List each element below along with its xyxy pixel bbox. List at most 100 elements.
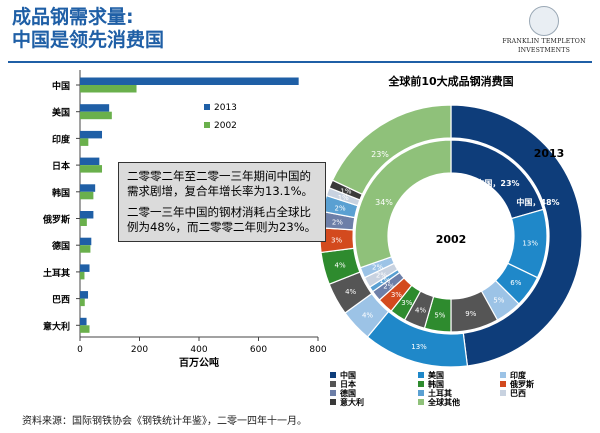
bar-2013 xyxy=(80,317,87,326)
legend-label: 土耳其 xyxy=(428,388,452,398)
ring-2013-slice xyxy=(331,104,452,196)
category-label: 中国 xyxy=(52,80,70,92)
bar-2002 xyxy=(80,111,112,120)
ring-2002-slice-label: 4% xyxy=(415,306,426,314)
bar-2002 xyxy=(80,218,87,226)
x-tick-label: 0 xyxy=(77,345,83,355)
bar-2002 xyxy=(80,325,90,333)
legend-label: 意大利 xyxy=(340,397,364,407)
legend-label: 全球其他 xyxy=(427,397,460,407)
ring-2013-slice-label: 1% xyxy=(338,194,349,202)
title-line-2: 中国是领先消费国 xyxy=(12,29,165,51)
ring-2013-china-label: 中国，48% xyxy=(516,197,559,207)
legend-swatch xyxy=(330,399,336,405)
legend-swatch xyxy=(204,104,210,110)
annotation-para-1: 二零零二年至二零一三年期间中国的需求剧增，复合年增长率为13.1%。 xyxy=(127,169,314,198)
legend-swatch xyxy=(418,381,424,387)
ring-2013-slice-label: 4% xyxy=(335,261,346,269)
ring-2002-slice-label: 13% xyxy=(522,240,538,248)
ring-2002-slice-label: 2% xyxy=(383,283,394,291)
category-label: 美国 xyxy=(52,107,70,119)
ring-2013-slice-label: 2% xyxy=(332,219,343,227)
legend-swatch xyxy=(330,381,336,387)
category-label: 意大利 xyxy=(43,320,70,332)
bar-2013 xyxy=(80,264,90,272)
category-label: 德国 xyxy=(52,240,70,252)
legend-label: 2013 xyxy=(214,103,237,113)
bar-2002 xyxy=(80,191,94,200)
ring-2002-slice-label: 9% xyxy=(465,310,476,318)
legend-label: 美国 xyxy=(428,370,444,380)
donut-title: 全球前10大成品钢消费国 xyxy=(387,74,513,88)
bar-2002 xyxy=(80,85,137,93)
category-label: 韩国 xyxy=(52,187,70,199)
ring-2013-slice-label: 4% xyxy=(362,311,373,319)
portrait-icon xyxy=(529,6,559,36)
annotation-para-2: 二零一三年中国的钢材消耗占全球比例为48%，而二零零二年则为23%。 xyxy=(127,205,317,234)
legend-label: 巴西 xyxy=(510,389,526,398)
category-label: 俄罗斯 xyxy=(42,214,70,226)
x-tick-label: 200 xyxy=(131,345,148,355)
x-tick-label: 800 xyxy=(309,345,326,355)
legend-label: 日本 xyxy=(340,379,356,389)
legend-swatch xyxy=(500,372,506,378)
bar-2002 xyxy=(80,298,85,307)
ring-2002-slice-label: 1% xyxy=(379,277,390,285)
ring-2013-rest-label: 23% xyxy=(371,150,389,159)
bar-2002 xyxy=(80,165,103,173)
bar-2002 xyxy=(80,245,91,253)
legend-swatch xyxy=(330,372,336,378)
bar-2002 xyxy=(80,271,85,280)
bar-2013 xyxy=(80,184,96,192)
bar-2013 xyxy=(80,291,89,299)
ring-2013-slice xyxy=(450,104,583,367)
ring-2013-slice-label: 13% xyxy=(411,343,427,351)
legend-label: 德国 xyxy=(340,388,356,398)
legend-swatch xyxy=(418,390,424,396)
category-label: 巴西 xyxy=(52,295,70,306)
legend-label: 2002 xyxy=(214,121,237,131)
logo-text-1: FRANKLIN TEMPLETON xyxy=(502,38,586,45)
ring-2002-slice-label: 2% xyxy=(376,271,387,279)
legend-swatch xyxy=(500,390,506,396)
legend-swatch xyxy=(500,381,506,387)
ring-2013-slice-label: 1% xyxy=(340,188,351,196)
ring-2013-year-label: 2013 xyxy=(534,147,565,160)
ring-2013-slice-label: 4% xyxy=(345,288,356,296)
ring-2002-slice-label: 6% xyxy=(510,279,521,287)
annotation-box: 二零零二年至二零一三年期间中国的需求剧增，复合年增长率为13.1%。 二零一三年… xyxy=(118,162,326,242)
ring-2002-slice-label: 5% xyxy=(493,297,504,305)
legend-label: 俄罗斯 xyxy=(509,379,534,389)
ring-2013-slice-label: 3% xyxy=(331,237,342,245)
bar-2013 xyxy=(80,130,103,139)
ring-2002-slice-label: 3% xyxy=(391,291,402,299)
page-title: 成品钢需求量: 中国是领先消费国 xyxy=(12,6,164,52)
legend-label: 韩国 xyxy=(428,379,444,389)
ring-2002-slice-label: 3% xyxy=(401,299,412,307)
company-logo: FRANKLIN TEMPLETON INVESTMENTS xyxy=(498,6,590,54)
title-divider xyxy=(8,61,592,63)
ring-2013-slice-label: 2% xyxy=(335,205,346,213)
x-tick-label: 400 xyxy=(190,345,207,355)
category-label: 土耳其 xyxy=(43,267,70,279)
ring-2002-rest-label: 34% xyxy=(375,198,393,207)
bar-2013 xyxy=(80,157,100,166)
bar-2013 xyxy=(80,104,110,112)
legend-swatch xyxy=(418,372,424,378)
x-axis-title: 百万公吨 xyxy=(179,356,219,369)
bar-2013 xyxy=(80,211,94,219)
legend-label: 中国 xyxy=(340,370,356,380)
legend-swatch xyxy=(418,399,424,405)
bar-2002 xyxy=(80,138,89,146)
legend-label: 印度 xyxy=(510,370,527,380)
category-label: 印度 xyxy=(52,133,71,145)
legend-swatch xyxy=(204,122,210,128)
ring-2002-slice-label: 2% xyxy=(372,263,383,271)
bar-2013 xyxy=(80,77,299,85)
ring-2002-slice-label: 5% xyxy=(434,312,445,320)
legend-swatch xyxy=(330,390,336,396)
donut-center-label: 2002 xyxy=(436,233,467,246)
source-note: 资料来源：国际钢铁协会《钢铁统计年鉴》，二零一四年十一月。 xyxy=(22,416,307,427)
